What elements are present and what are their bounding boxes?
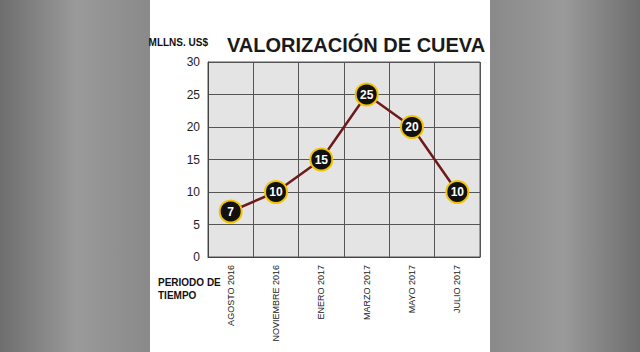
svg-text:10: 10 [451,185,465,199]
svg-text:MARZO 2017: MARZO 2017 [362,265,372,320]
svg-text:30: 30 [187,55,201,69]
svg-text:10: 10 [269,185,283,199]
svg-text:AGOSTO 2016: AGOSTO 2016 [226,265,236,326]
svg-text:25: 25 [360,88,374,102]
svg-text:PERIODO DE: PERIODO DE [158,277,224,288]
svg-text:20: 20 [405,120,419,134]
svg-text:0: 0 [193,250,200,264]
svg-text:TIEMPO: TIEMPO [158,290,197,301]
svg-text:15: 15 [187,153,201,167]
svg-text:20: 20 [187,120,201,134]
svg-text:10: 10 [187,185,201,199]
svg-text:5: 5 [193,218,200,232]
svg-text:ENERO 2017: ENERO 2017 [316,265,326,320]
svg-text:JULIO 2017: JULIO 2017 [452,265,462,313]
svg-text:25: 25 [187,88,201,102]
svg-text:MAYO 2017: MAYO 2017 [407,265,417,313]
svg-text:7: 7 [227,205,234,219]
svg-text:MLLNS. US$: MLLNS. US$ [149,37,209,48]
svg-text:15: 15 [315,153,329,167]
svg-text:VALORIZACIÓN DE CUEVA: VALORIZACIÓN DE CUEVA [227,33,485,56]
svg-text:NOVIEMBRE 2016: NOVIEMBRE 2016 [271,265,281,342]
